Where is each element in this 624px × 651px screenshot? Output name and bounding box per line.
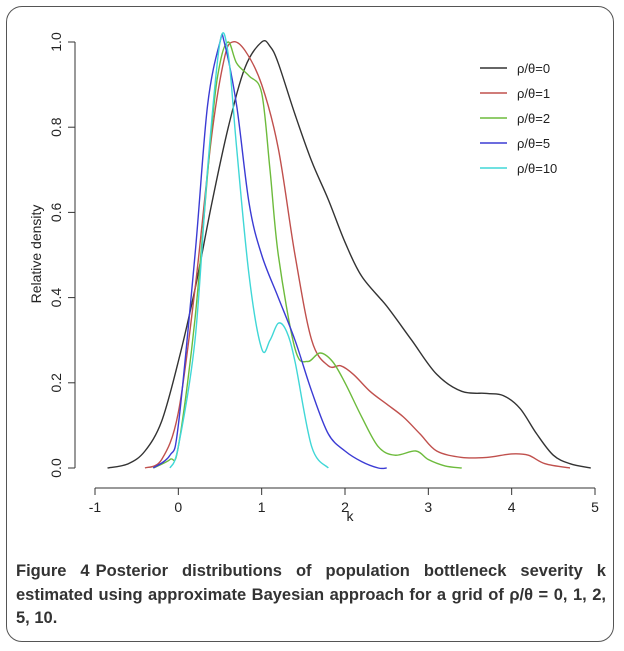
legend-label-1: ρ/θ=1	[517, 86, 550, 101]
x-tick-label: 3	[424, 499, 432, 515]
legend-label-3: ρ/θ=5	[517, 136, 550, 151]
y-tick-label: 0.0	[48, 458, 64, 478]
figure-label: Figure 4	[16, 562, 90, 580]
y-axis-label: Relative density	[28, 205, 44, 304]
figure-frame	[6, 6, 614, 642]
x-axis-label: k	[347, 508, 355, 524]
x-tick-label: 0	[174, 499, 182, 515]
legend: ρ/θ=0 ρ/θ=1 ρ/θ=2 ρ/θ=5 ρ/θ=10	[480, 61, 557, 176]
series-layer	[107, 32, 591, 470]
x-tick-label: 1	[258, 499, 266, 515]
y-tick-label: 0.2	[48, 373, 64, 393]
x-tick-label: -1	[89, 499, 102, 515]
y-tick-label: 1.0	[48, 32, 64, 52]
x-tick-label: 2	[341, 499, 349, 515]
figure-caption: Figure 4 Posterior distributions of popul…	[16, 560, 606, 631]
legend-label-4: ρ/θ=10	[517, 161, 557, 176]
y-axis: 0.0 0.2 0.4 0.6 0.8 1.0	[48, 32, 76, 478]
series-line-2	[152, 41, 462, 469]
x-tick-label: 5	[591, 499, 599, 515]
chart: 0.00.20.40.60.81.0 -1 0 1 2 3 4 5 ρ/θ=0ρ/θ=1ρ/…	[28, 32, 599, 524]
x-ticks: -1 0 1 2 3 4 5	[89, 488, 599, 515]
y-ticks: 0.0 0.2 0.4 0.6 0.8 1.0	[48, 32, 75, 478]
legend-label-2: ρ/θ=2	[517, 111, 550, 126]
y-tick-label: 0.4	[48, 288, 64, 308]
legend-label-0: ρ/θ=0	[517, 61, 550, 76]
series-line-4	[169, 32, 329, 469]
series-line-0	[107, 39, 591, 469]
y-tick-label: 0.8	[48, 117, 64, 137]
x-axis: -1 0 1 2 3 4 5	[89, 487, 599, 515]
series-line-3	[152, 33, 387, 470]
x-tick-label: 4	[508, 499, 516, 515]
y-tick-label: 0.6	[48, 202, 64, 222]
series-line-1	[144, 40, 571, 469]
caption-text: Posterior distributions of population bo…	[16, 562, 606, 627]
